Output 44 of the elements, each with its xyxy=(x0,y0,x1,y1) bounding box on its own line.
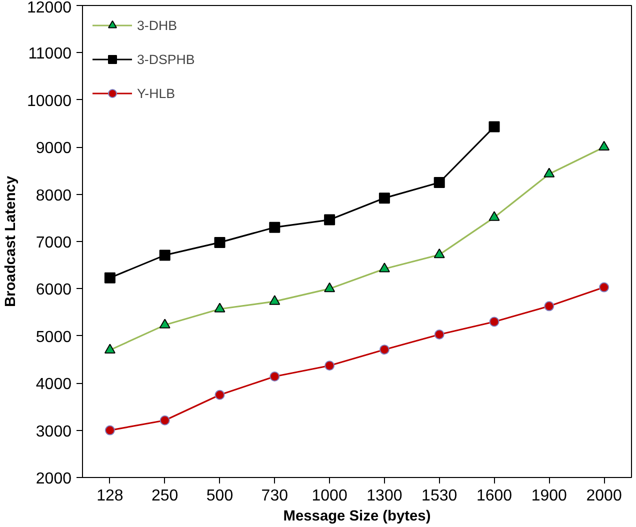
y-tick-label: 9000 xyxy=(36,140,72,158)
point xyxy=(434,329,444,340)
y-tick-label: 8000 xyxy=(36,187,72,204)
point xyxy=(324,360,335,371)
x-tick-label: 1000 xyxy=(312,488,348,504)
x-tick-label: 2000 xyxy=(586,488,622,504)
y-tick-label: 3000 xyxy=(36,423,72,440)
x-tick-label: 1900 xyxy=(531,488,568,504)
x-tick-label: 1600 xyxy=(476,488,512,504)
y-axis-title: Broadcast Latency xyxy=(3,175,20,308)
point xyxy=(214,390,225,400)
x-axis-title: Message Size (bytes) xyxy=(283,508,431,524)
y-tick-label: 5000 xyxy=(36,328,72,346)
point xyxy=(489,316,500,327)
legend-label: 3-DSPHB xyxy=(137,52,195,66)
point xyxy=(599,282,610,292)
point xyxy=(379,344,390,355)
point xyxy=(324,214,336,226)
point xyxy=(270,372,280,382)
point xyxy=(160,415,170,426)
y-tick-label: 2000 xyxy=(36,470,72,488)
y-tick-label: 10000 xyxy=(27,92,72,110)
legend-label: 3-DHB xyxy=(137,18,177,32)
point xyxy=(159,250,170,261)
x-tick-label: 1300 xyxy=(366,488,402,504)
point xyxy=(104,425,115,436)
x-tick-label: 1530 xyxy=(422,488,458,504)
point xyxy=(544,301,554,312)
y-tick-label: 7000 xyxy=(36,234,72,252)
x-tick-label: 250 xyxy=(152,488,178,504)
y-tick-label: 4000 xyxy=(36,376,72,394)
y-tick-label: 11000 xyxy=(28,46,72,63)
legend-label: Y-HLB xyxy=(137,86,176,100)
x-tick-label: 500 xyxy=(206,488,234,504)
point xyxy=(434,177,445,188)
point xyxy=(488,121,500,132)
point xyxy=(378,192,390,204)
point xyxy=(269,222,280,233)
x-tick-label: 128 xyxy=(96,488,124,504)
x-tick-label: 730 xyxy=(261,488,288,504)
y-tick-label: 12000 xyxy=(27,0,72,16)
point xyxy=(214,236,226,248)
point xyxy=(104,272,116,284)
y-tick-label: 6000 xyxy=(36,282,72,299)
